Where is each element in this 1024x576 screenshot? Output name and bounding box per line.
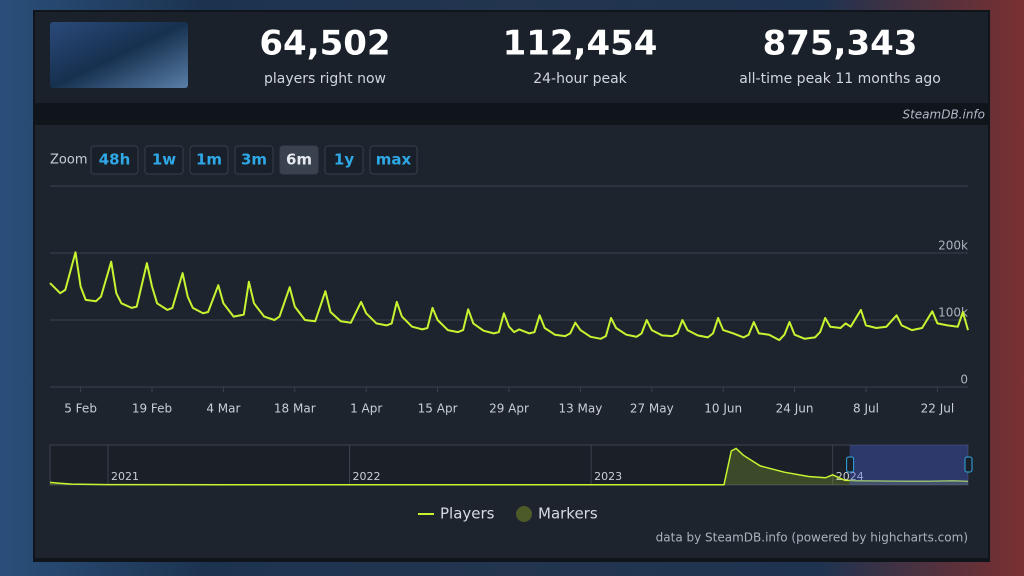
zoom-button[interactable] (279, 145, 319, 175)
navigator-label: 2022 (353, 470, 381, 483)
zoom-button-label: 1m (196, 151, 222, 169)
stat-label: all-time peak 11 months ago (739, 71, 941, 87)
series-line (49, 251, 969, 342)
zoom-button-label: max (376, 151, 412, 169)
x-tick-label: 18 Mar (274, 402, 316, 416)
game-thumbnail[interactable] (50, 22, 188, 88)
navigator-bg (49, 444, 969, 486)
credit: data by SteamDB.info (powered by highcha… (656, 531, 968, 545)
x-tick-label: 5 Feb (64, 402, 97, 416)
source[interactable]: SteamDB.info (902, 108, 985, 122)
header (35, 12, 988, 103)
navigator-line (49, 447, 969, 486)
navigator-label: 2023 (594, 470, 622, 483)
zoom-button[interactable] (369, 145, 418, 175)
x-tick-label: 19 Feb (132, 402, 172, 416)
y-tick-label: 0 (960, 373, 968, 387)
navigator-handle[interactable] (964, 456, 973, 473)
x-tick-label: 10 Jun (704, 402, 742, 416)
zoom-button[interactable] (189, 145, 229, 175)
zoom-button[interactable] (234, 145, 274, 175)
stat-value: 112,454 (503, 24, 658, 64)
zoom-button-label: 1w (152, 151, 176, 169)
legend-label[interactable]: Markers (538, 505, 598, 523)
navigator-selection[interactable] (849, 445, 968, 485)
zoom-button[interactable] (324, 145, 364, 175)
zoom-button[interactable] (90, 145, 139, 175)
x-tick-label: 24 Jun (776, 402, 814, 416)
zoom-button-label: 48h (99, 151, 131, 169)
x-tick-label: 4 Mar (206, 402, 240, 416)
chart-panel (35, 125, 988, 558)
x-tick-label: 27 May (630, 402, 674, 416)
x-tick-label: 13 May (558, 402, 602, 416)
stat-label: 24-hour peak (533, 71, 627, 87)
zoom-button-label: 1y (334, 151, 354, 169)
zoom-label: Zoom (50, 153, 87, 168)
y-tick-label: 200k (938, 239, 968, 253)
navigator-handle[interactable] (846, 456, 855, 473)
x-tick-label: 15 Apr (418, 402, 458, 416)
stat-value: 875,343 (763, 24, 918, 64)
x-tick-label: 1 Apr (350, 402, 382, 416)
x-tick-label: 22 Jul (921, 402, 955, 416)
stat-value: 64,502 (259, 24, 390, 64)
zoom-button-label: 3m (241, 151, 267, 169)
legend-label[interactable]: Players (440, 505, 495, 523)
zoom-button-label: 6m (286, 151, 312, 169)
navigator-area (50, 448, 968, 485)
x-tick-label: 29 Apr (489, 402, 529, 416)
stat-label: players right now (264, 71, 386, 87)
x-tick-label: 8 Jul (853, 402, 879, 416)
zoom-button[interactable] (144, 145, 184, 175)
navigator-label: 2021 (111, 470, 139, 483)
legend-symbol (516, 506, 532, 522)
